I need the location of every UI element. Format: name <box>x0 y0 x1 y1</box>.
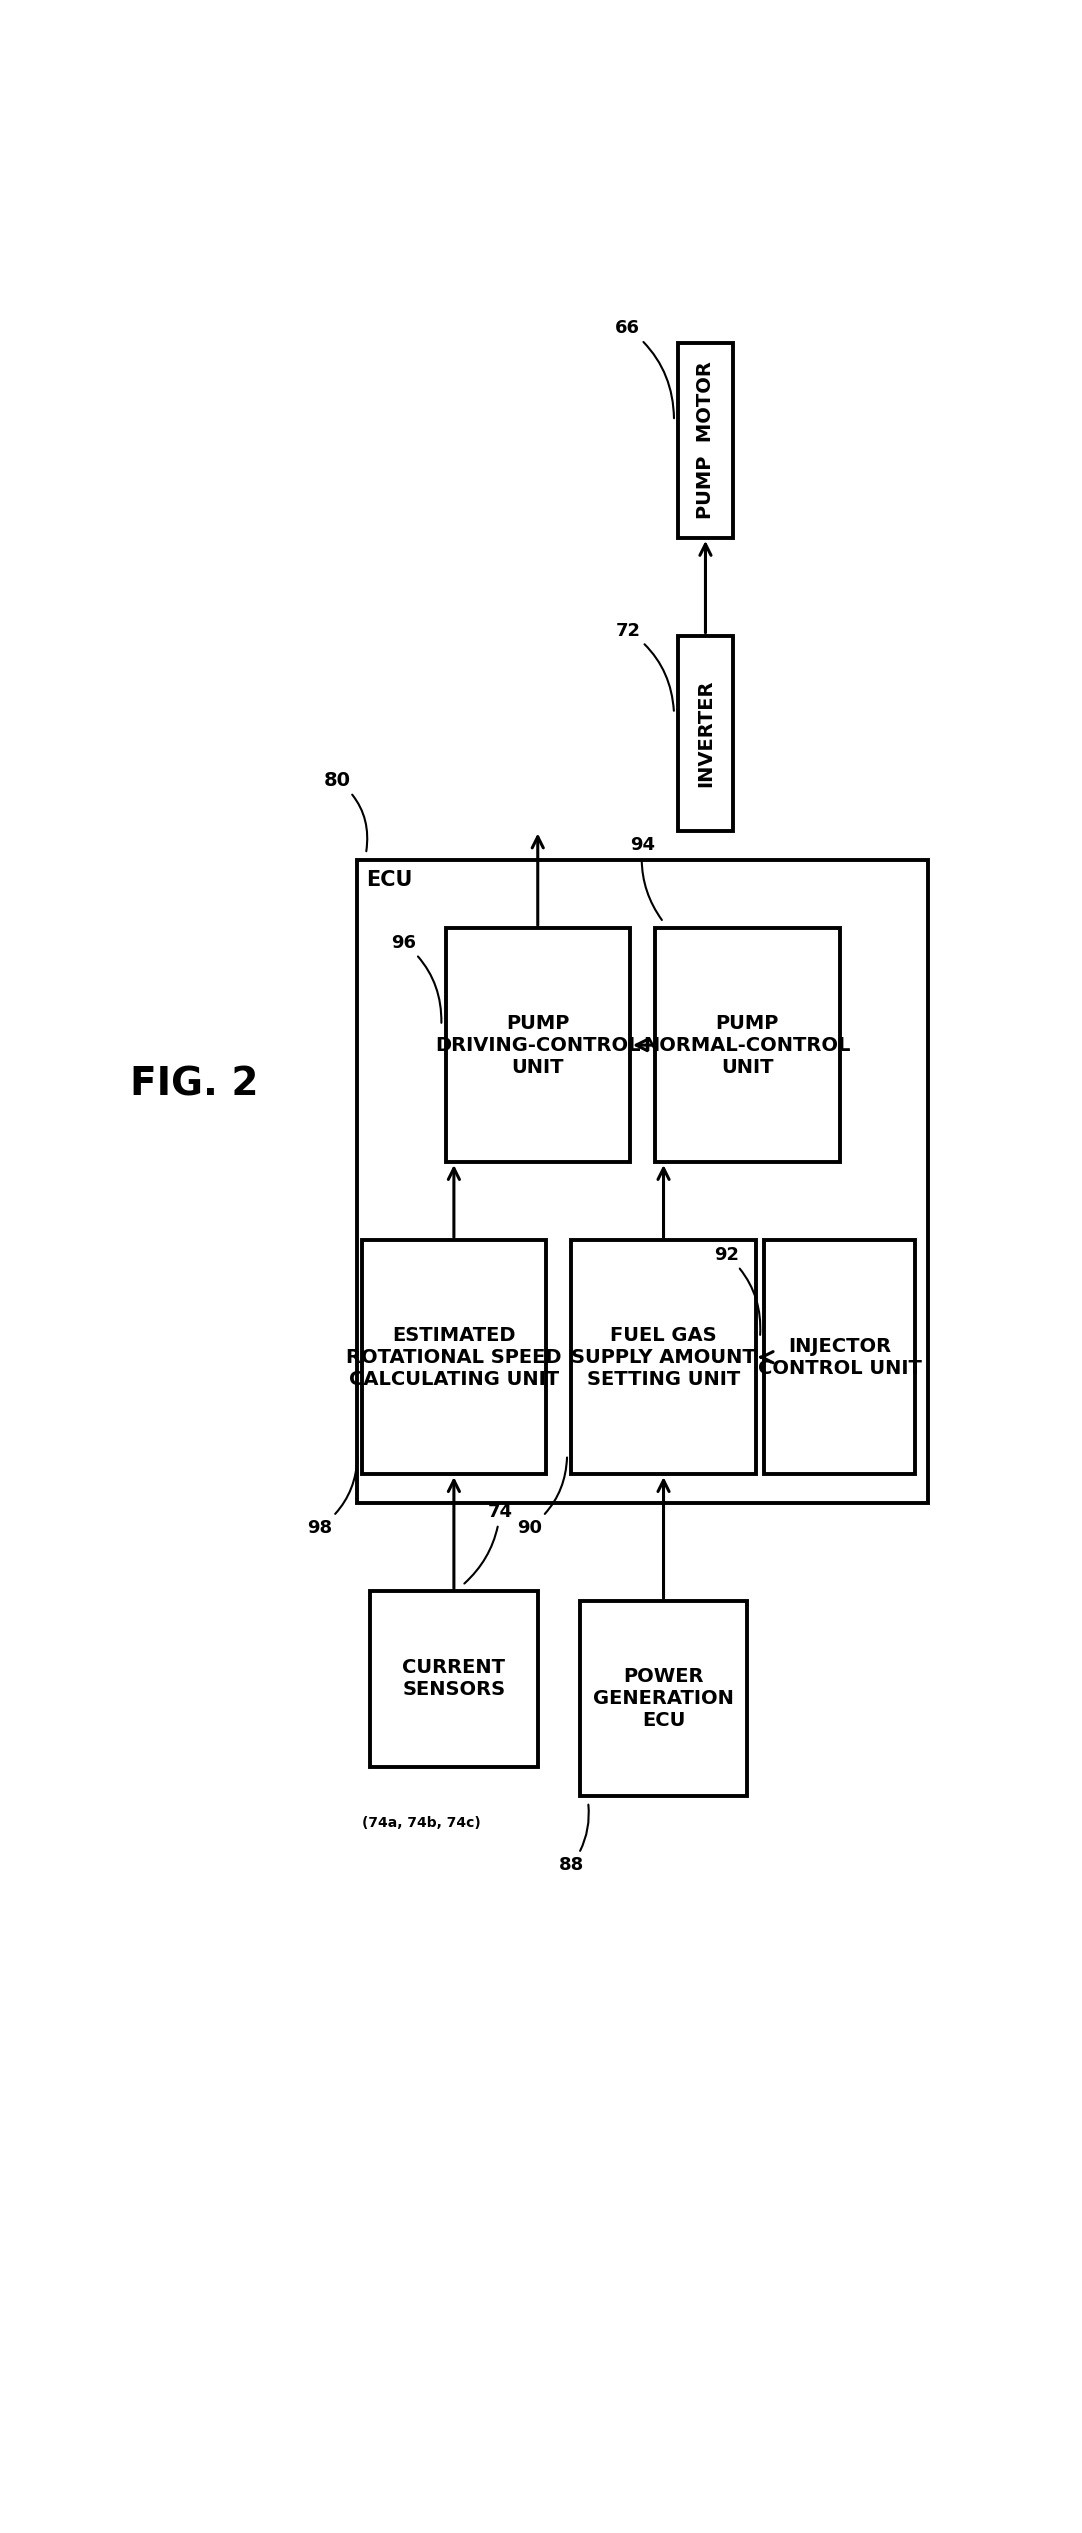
Text: 80: 80 <box>324 770 367 851</box>
Bar <box>446 927 630 1163</box>
Text: PUMP
DRIVING-CONTROL
UNIT: PUMP DRIVING-CONTROL UNIT <box>435 1013 641 1077</box>
Text: 90: 90 <box>517 1456 567 1538</box>
Text: 92: 92 <box>714 1246 761 1335</box>
Bar <box>678 636 733 831</box>
Bar <box>370 1591 538 1768</box>
Text: 72: 72 <box>616 621 674 712</box>
Text: (74a, 74b, 74c): (74a, 74b, 74c) <box>361 1816 480 1829</box>
Bar <box>678 342 733 537</box>
Text: INJECTOR
CONTROL UNIT: INJECTOR CONTROL UNIT <box>757 1337 922 1378</box>
Bar <box>571 1241 755 1474</box>
Text: ECU: ECU <box>366 869 412 889</box>
Text: FIG. 2: FIG. 2 <box>130 1064 259 1104</box>
Text: ESTIMATED
ROTATIONAL SPEED
CALCULATING UNIT: ESTIMATED ROTATIONAL SPEED CALCULATING U… <box>346 1325 562 1388</box>
Bar <box>580 1601 748 1796</box>
Text: POWER
GENERATION
ECU: POWER GENERATION ECU <box>593 1667 734 1730</box>
Text: FUEL GAS
SUPPLY AMOUNT
SETTING UNIT: FUEL GAS SUPPLY AMOUNT SETTING UNIT <box>571 1325 756 1388</box>
Text: CURRENT
SENSORS: CURRENT SENSORS <box>403 1659 505 1700</box>
Bar <box>357 859 927 1505</box>
Text: 66: 66 <box>616 319 674 418</box>
Bar <box>656 927 840 1163</box>
Text: PUMP  MOTOR: PUMP MOTOR <box>696 362 715 519</box>
Text: 74: 74 <box>464 1502 513 1583</box>
Text: 96: 96 <box>391 935 441 1023</box>
Bar <box>764 1241 915 1474</box>
Text: 94: 94 <box>630 836 662 919</box>
Bar <box>361 1241 546 1474</box>
Text: INVERTER: INVERTER <box>696 679 715 788</box>
Text: 98: 98 <box>307 1456 357 1538</box>
Text: 88: 88 <box>558 1803 589 1874</box>
Text: PUMP
NORMAL-CONTROL
UNIT: PUMP NORMAL-CONTROL UNIT <box>644 1013 852 1077</box>
